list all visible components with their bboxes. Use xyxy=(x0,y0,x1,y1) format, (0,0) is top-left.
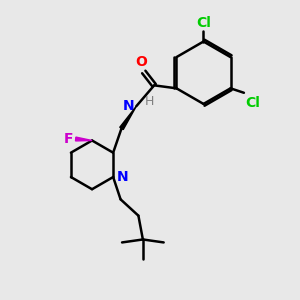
Polygon shape xyxy=(120,106,136,130)
Text: O: O xyxy=(135,55,147,69)
Text: N: N xyxy=(117,170,128,184)
Text: H: H xyxy=(145,95,154,108)
Text: Cl: Cl xyxy=(196,16,211,30)
Text: N: N xyxy=(122,99,134,113)
Text: Cl: Cl xyxy=(245,96,260,110)
Polygon shape xyxy=(76,137,92,141)
Text: F: F xyxy=(64,132,73,146)
